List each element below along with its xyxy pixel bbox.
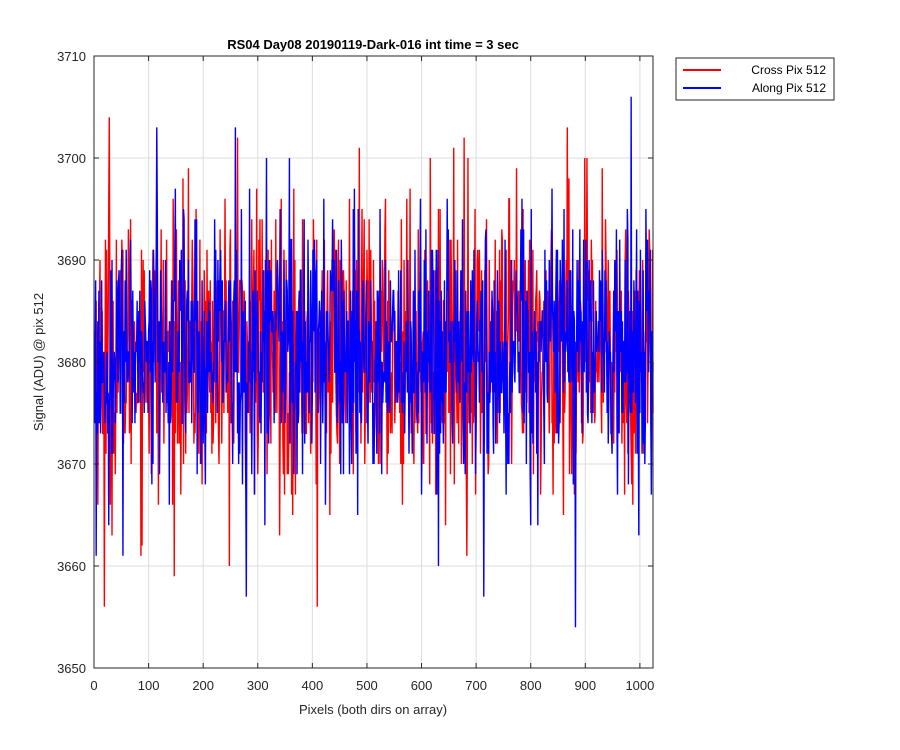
- x-tick-label: 200: [192, 678, 214, 693]
- legend: Cross Pix 512 Along Pix 512: [675, 57, 835, 101]
- y-tick-label: 3690: [57, 253, 86, 268]
- x-axis-label: Pixels (both dirs on array): [299, 702, 447, 717]
- x-tick-label: 900: [574, 678, 596, 693]
- x-tick-label: 700: [465, 678, 487, 693]
- y-axis-label: Signal (ADU) @ pix 512: [31, 293, 46, 431]
- legend-label-along: Along Pix 512: [752, 81, 826, 95]
- x-tick-label: 300: [247, 678, 269, 693]
- x-tick-label: 400: [302, 678, 324, 693]
- tick-layer: 0 100 200 300 400 500 600 700 800 900 1000 3650 3660…: [57, 49, 654, 693]
- y-tick-label: 3660: [57, 559, 86, 574]
- x-tick-label: 800: [520, 678, 542, 693]
- y-tick-label: 3650: [57, 661, 86, 676]
- x-tick-label: 600: [411, 678, 433, 693]
- series-line-1: [93, 96, 654, 628]
- legend-label-cross: Cross Pix 512: [751, 63, 826, 77]
- x-tick-label: 100: [138, 678, 160, 693]
- y-tick-label: 3710: [57, 49, 86, 64]
- y-tick-label: 3680: [57, 355, 86, 370]
- x-tick-label: 1000: [625, 678, 654, 693]
- x-tick-label: 500: [356, 678, 378, 693]
- legend-box: [675, 57, 835, 101]
- chart-title: RS04 Day08 20190119-Dark-016 int time = …: [227, 37, 519, 52]
- series-layer: [93, 96, 654, 628]
- y-tick-label: 3670: [57, 457, 86, 472]
- x-tick-label: 0: [90, 678, 97, 693]
- y-tick-label: 3700: [57, 151, 86, 166]
